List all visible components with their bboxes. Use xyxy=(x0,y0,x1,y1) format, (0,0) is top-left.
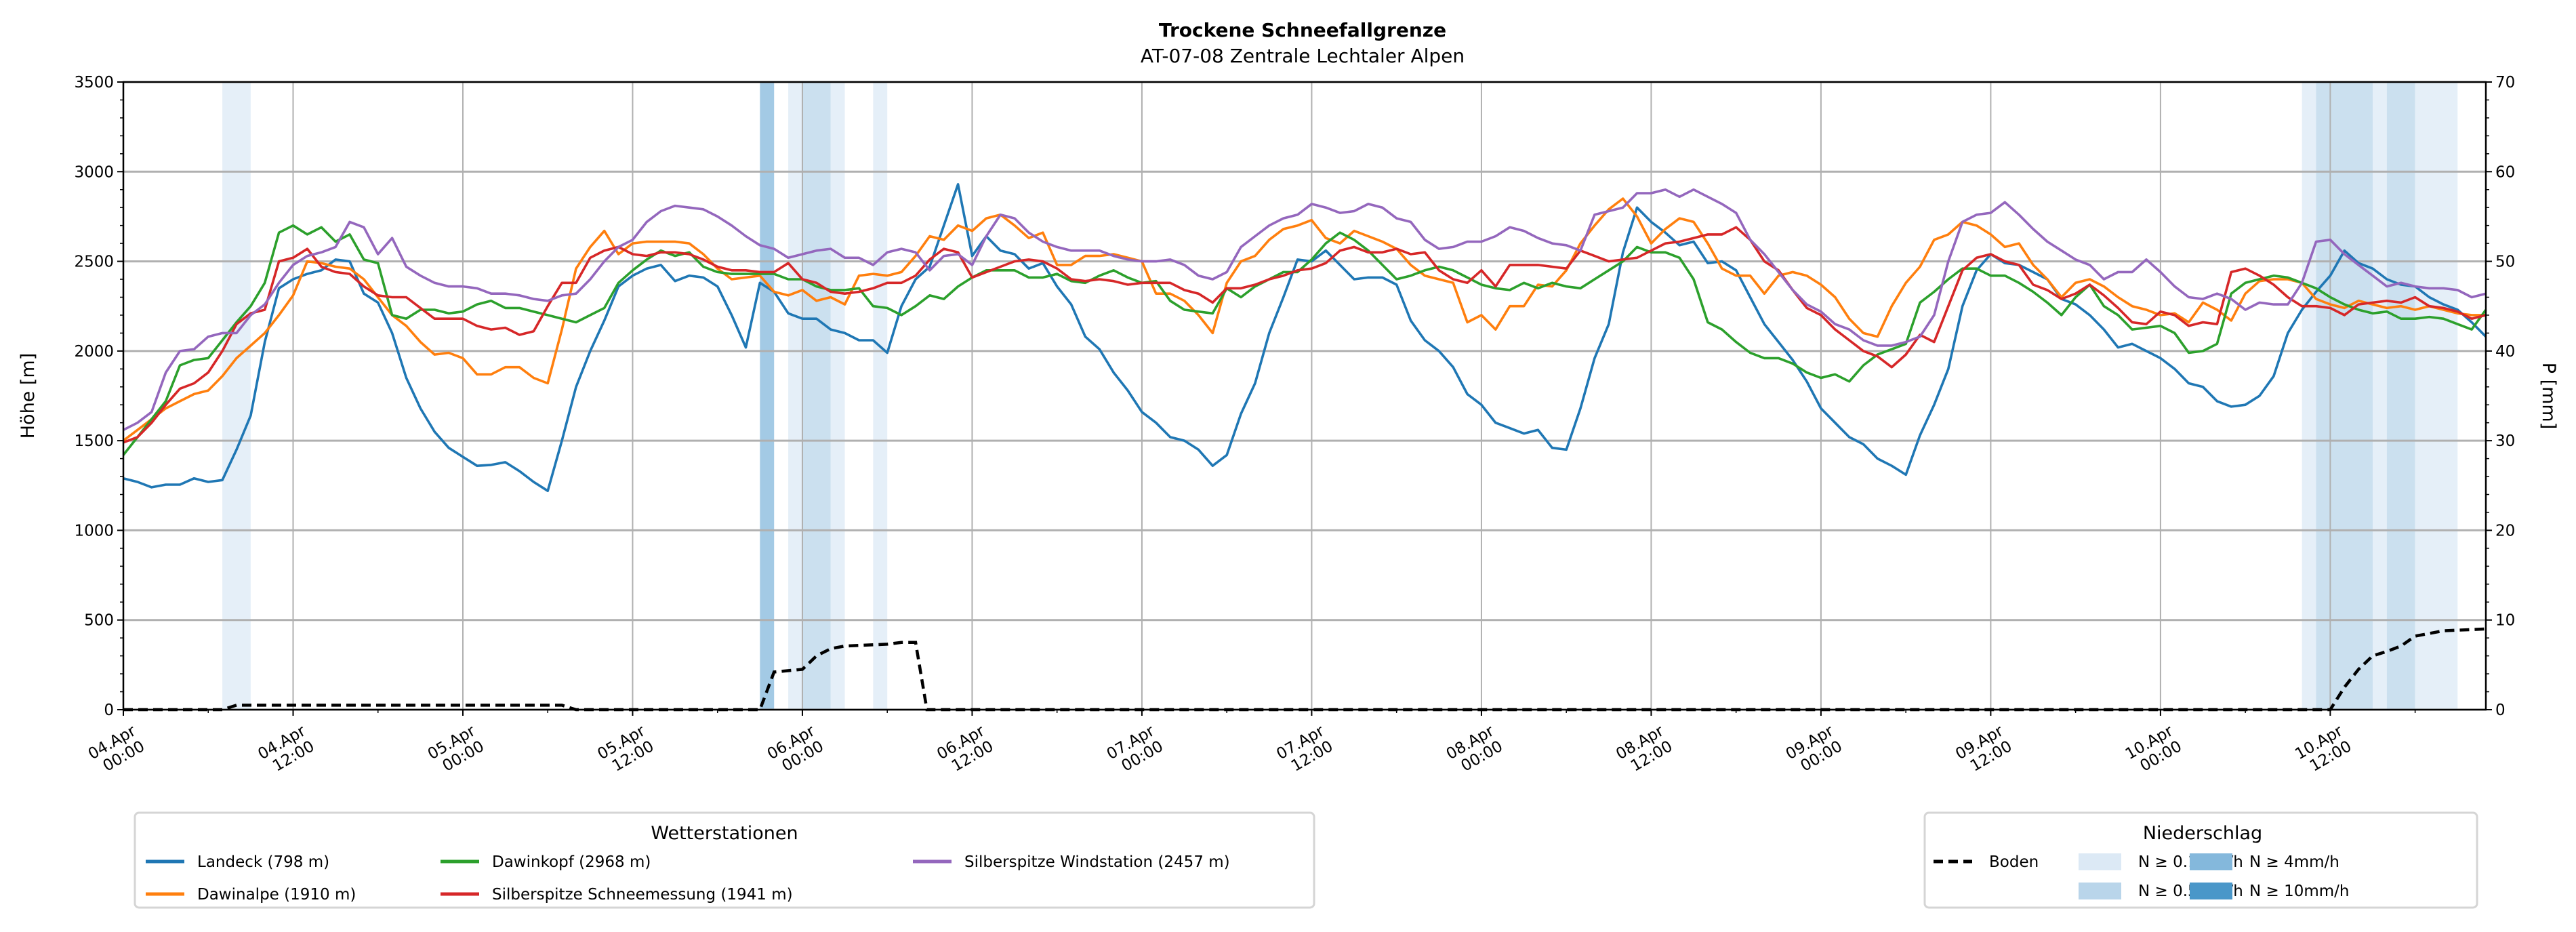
precip-band xyxy=(2386,82,2415,710)
y2-tick-label: 70 xyxy=(2495,74,2515,92)
y2-tick-label: 20 xyxy=(2495,522,2515,540)
series-line-2 xyxy=(122,224,2487,456)
legend-stations: Wetterstationen Landeck (798 m) Dawinalpe… xyxy=(134,811,1315,909)
precip-band xyxy=(830,82,845,710)
precip-band xyxy=(222,82,251,710)
plot-frame xyxy=(122,81,2487,711)
precip-band xyxy=(760,82,775,710)
legend-precipitation: Niederschlag Boden N ≥ 0.1mm/hN ≥ 0.5mm/… xyxy=(1923,811,2478,909)
chart-title: Trockene Schneefallgrenze xyxy=(1159,19,1446,41)
series-line-0 xyxy=(123,183,2487,492)
legend-label-0: Landeck (798 m) xyxy=(197,853,329,871)
axes: 0 500 1000 1500 2000 2500 3000 3500 0 10 20 30 40 50 6… xyxy=(74,74,2515,775)
y-tick-label: 1000 xyxy=(74,522,114,540)
y2-tick-label: 60 xyxy=(2495,163,2515,181)
y2-tick-label: 50 xyxy=(2495,254,2515,271)
grid-lines xyxy=(123,81,2486,711)
y-axis-label: Höhe [m] xyxy=(18,353,39,439)
legend-boden-label: Boden xyxy=(1989,853,2039,871)
precip-band xyxy=(788,82,802,710)
legend-label-3: Silberspitze Schneemessung (1941 m) xyxy=(492,886,793,904)
y-tick-label: 500 xyxy=(84,612,114,630)
precip-band xyxy=(873,82,888,710)
precip-band xyxy=(2373,82,2387,710)
y2-axis-label: P [mm] xyxy=(2538,363,2559,430)
legend-stations-title: Wetterstationen xyxy=(651,823,798,844)
y2-tick-label: 40 xyxy=(2495,343,2515,361)
boden-line xyxy=(123,627,2487,712)
y-tick-label: 2000 xyxy=(74,343,114,361)
y-tick-label: 3500 xyxy=(74,74,114,92)
series-lines xyxy=(122,183,2487,712)
precip-band xyxy=(2302,82,2316,710)
legend-precip-label-2: N ≥ 4mm/h xyxy=(2249,853,2339,871)
legend-precip-swatch-0 xyxy=(2079,853,2121,870)
legend-label-2: Dawinkopf (2968 m) xyxy=(492,853,651,871)
y-tick-label: 2500 xyxy=(74,254,114,271)
y2-tick-label: 30 xyxy=(2495,432,2515,450)
legend-precip-swatch-2 xyxy=(2190,853,2232,870)
y-tick-label: 3000 xyxy=(74,163,114,181)
y2-tick-label: 0 xyxy=(2495,702,2506,719)
precip-band xyxy=(2415,82,2458,710)
chart-subtitle: AT-07-08 Zentrale Lechtaler Alpen xyxy=(1141,45,1465,67)
y2-tick-label: 10 xyxy=(2495,612,2515,630)
series-line-1 xyxy=(122,197,2486,442)
y-tick-label: 0 xyxy=(104,702,114,719)
legend-precipitation-title: Niederschlag xyxy=(2143,823,2262,844)
legend-precip-swatch-3 xyxy=(2190,883,2232,899)
series-line-4 xyxy=(123,188,2487,431)
precipitation-bands xyxy=(222,82,2458,710)
legend-precip-label-3: N ≥ 10mm/h xyxy=(2249,883,2350,900)
y-tick-label: 1500 xyxy=(74,432,114,450)
series-line-3 xyxy=(123,226,2487,444)
precip-band xyxy=(802,82,831,710)
precip-band xyxy=(2316,82,2373,710)
legend-label-1: Dawinalpe (1910 m) xyxy=(197,886,356,904)
legend-label-4: Silberspitze Windstation (2457 m) xyxy=(964,853,1230,871)
legend-precip-swatch-1 xyxy=(2079,883,2121,899)
